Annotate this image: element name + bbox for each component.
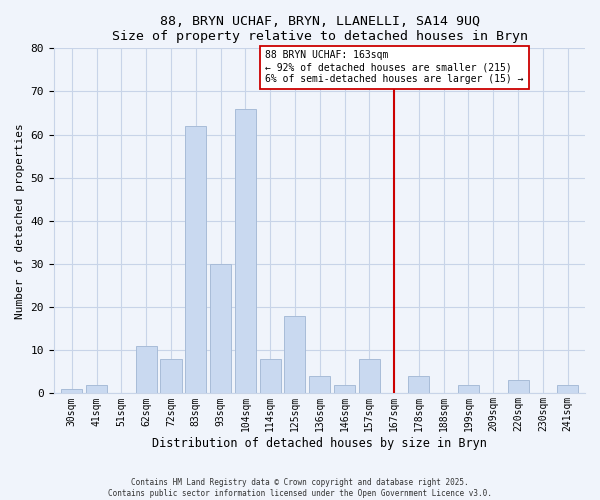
Bar xyxy=(86,385,107,394)
X-axis label: Distribution of detached houses by size in Bryn: Distribution of detached houses by size … xyxy=(152,437,487,450)
Bar xyxy=(309,376,330,394)
Bar xyxy=(61,389,82,394)
Bar xyxy=(334,385,355,394)
Y-axis label: Number of detached properties: Number of detached properties xyxy=(15,123,25,319)
Bar xyxy=(458,385,479,394)
Bar xyxy=(210,264,231,394)
Bar xyxy=(557,385,578,394)
Bar xyxy=(136,346,157,394)
Bar xyxy=(508,380,529,394)
Text: Contains HM Land Registry data © Crown copyright and database right 2025.
Contai: Contains HM Land Registry data © Crown c… xyxy=(108,478,492,498)
Title: 88, BRYN UCHAF, BRYN, LLANELLI, SA14 9UQ
Size of property relative to detached h: 88, BRYN UCHAF, BRYN, LLANELLI, SA14 9UQ… xyxy=(112,15,528,43)
Bar xyxy=(160,359,182,394)
Bar xyxy=(284,316,305,394)
Bar xyxy=(260,359,281,394)
Bar xyxy=(235,108,256,394)
Bar xyxy=(185,126,206,394)
Bar xyxy=(409,376,430,394)
Bar xyxy=(359,359,380,394)
Text: 88 BRYN UCHAF: 163sqm
← 92% of detached houses are smaller (215)
6% of semi-deta: 88 BRYN UCHAF: 163sqm ← 92% of detached … xyxy=(265,50,524,84)
